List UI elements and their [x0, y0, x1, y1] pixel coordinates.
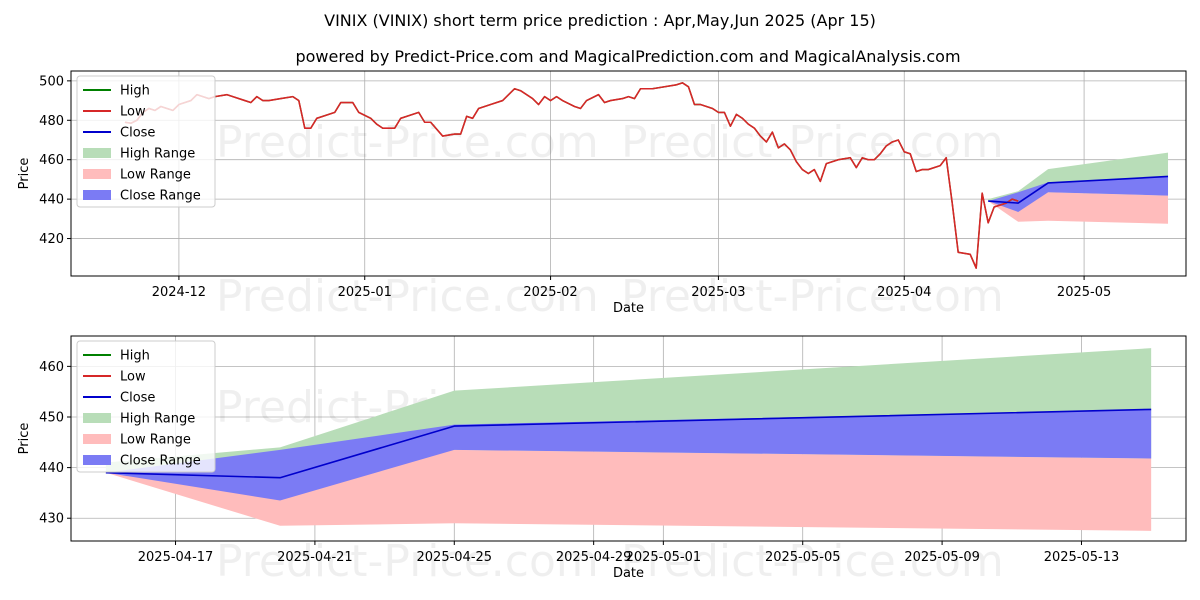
x-tick-label: 2025-04-17 [138, 550, 214, 565]
y-tick-label: 500 [39, 74, 64, 89]
x-tick-label: 2025-04-25 [417, 550, 493, 565]
x-tick-label: 2025-05 [1057, 285, 1111, 300]
legend-swatch-patch [83, 434, 111, 444]
y-tick-label: 430 [39, 512, 64, 527]
y-tick-label: 420 [39, 232, 64, 247]
x-axis-label: Date [613, 301, 644, 316]
low-series-line [124, 82, 1019, 269]
axes-frame [70, 335, 1187, 542]
x-tick-label: 2025-04-21 [277, 550, 353, 565]
legend-label: Close [120, 391, 155, 406]
legend-swatch-patch [83, 148, 111, 158]
legend-label: Low [120, 105, 146, 120]
plot-area [124, 82, 1169, 269]
legend-label: High [120, 84, 150, 99]
legend-label: High Range [120, 412, 195, 427]
watermark: Predict-Price.com [216, 536, 599, 587]
axes-frame [70, 70, 1187, 277]
x-tick-label: 2025-05-09 [904, 550, 980, 565]
legend: High Low Close High Range Low Range Close Ran… [76, 75, 216, 208]
y-tick-label: 460 [39, 153, 64, 168]
x-tick-label: 2025-01 [338, 285, 392, 300]
legend-label: Low Range [120, 168, 191, 183]
x-axis-label: Date [613, 566, 644, 581]
legend-label: Close [120, 126, 155, 141]
chart-title: VINIX (VINIX) short term price predictio… [324, 11, 876, 30]
legend-label: Close Range [120, 454, 201, 469]
x-tick-label: 2025-02 [523, 285, 577, 300]
x-tick-label: 2025-05-13 [1044, 550, 1120, 565]
y-axis-label: Price [17, 423, 32, 455]
close-range-band [988, 176, 1169, 212]
legend-swatch-patch [83, 413, 111, 423]
close-series-line [988, 175, 1169, 204]
legend-box [76, 75, 216, 208]
legend-swatch-patch [83, 190, 111, 200]
close-range-band [105, 409, 1152, 501]
legend-label: Close Range [120, 189, 201, 204]
legend-label: Low Range [120, 433, 191, 448]
legend-label: High Range [120, 147, 195, 162]
legend-swatch-patch [83, 455, 111, 465]
x-tick-label: 2025-05-05 [765, 550, 841, 565]
x-tick-label: 2024-12 [152, 285, 206, 300]
bottom-plot: Predict-Price.comPredict-Price.comPredic… [17, 335, 1187, 587]
close-series-line [105, 408, 1152, 479]
legend-label: High [120, 349, 150, 364]
y-tick-label: 450 [39, 410, 64, 425]
y-tick-label: 440 [39, 461, 64, 476]
y-tick-label: 440 [39, 193, 64, 208]
chart-subtitle: powered by Predict-Price.com and Magical… [295, 47, 960, 66]
top-plot: Predict-Price.com Predict-Price.com Predic… [17, 70, 1187, 322]
high-series-line [124, 82, 1019, 269]
legend-swatch-patch [83, 169, 111, 179]
watermark: Predict-Price.com [216, 271, 599, 322]
watermark: Predict-Price.com [621, 271, 1004, 322]
watermark: Predict-Price.com [621, 117, 1004, 168]
x-tick-label: 2025-04 [877, 285, 931, 300]
watermark: Predict-Price.com [216, 117, 599, 168]
watermark: Predict-Price.com [621, 536, 1004, 587]
legend-label: Low [120, 370, 146, 385]
plot-area [105, 348, 1152, 531]
legend-box [76, 340, 216, 473]
x-tick-label: 2025-05-01 [626, 550, 702, 565]
y-tick-label: 480 [39, 114, 64, 129]
y-tick-label: 460 [39, 360, 64, 375]
y-axis-label: Price [17, 158, 32, 190]
legend: High Low Close High Range Low Range Close Ran… [76, 340, 216, 473]
x-tick-label: 2025-04-29 [556, 550, 632, 565]
x-tick-label: 2025-03 [691, 285, 745, 300]
